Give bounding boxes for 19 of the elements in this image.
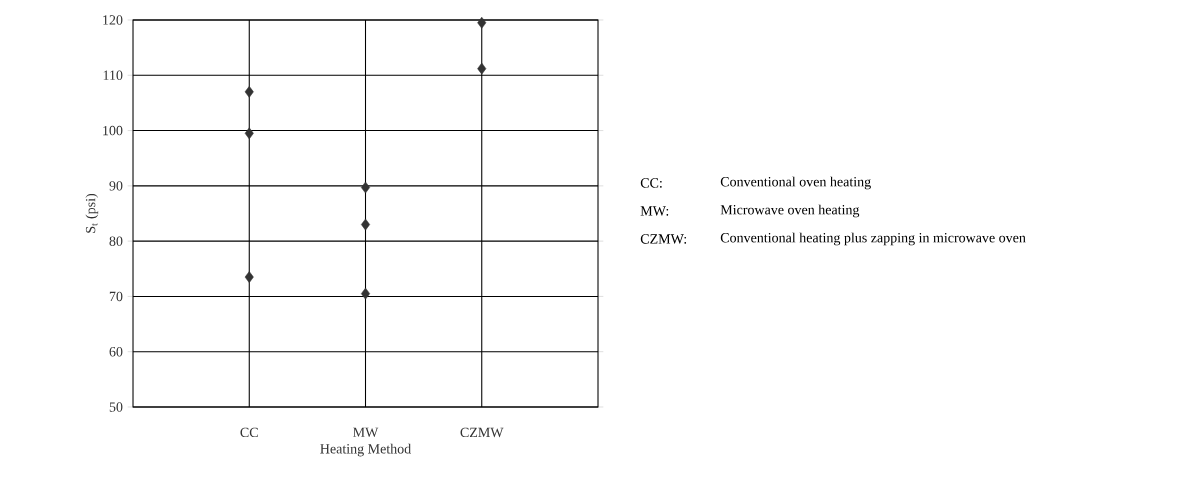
text: Conventional heating plus zapping in microwave oven: [720, 232, 1026, 246]
y-tick-label: 50: [109, 402, 123, 412]
y-tick-label: 60: [109, 346, 123, 357]
x-axis-title: Heating Method: [320, 443, 411, 457]
x-tick-label: MW: [353, 427, 379, 438]
text: CZMW:: [640, 234, 687, 244]
y-tick-label: 80: [109, 236, 123, 246]
y-tick-label: 100: [103, 125, 123, 136]
y-axis-title: S$_{t}$ (psi): [85, 193, 99, 233]
y-tick-label: 90: [109, 181, 123, 191]
y-tick-label: 120: [103, 15, 123, 25]
text: CC:: [640, 178, 662, 188]
x-tick-label: CC: [240, 427, 258, 438]
text: Conventional oven heating: [720, 176, 871, 190]
text: MW:: [640, 206, 669, 216]
text: Microwave oven heating: [720, 204, 860, 218]
x-tick-label: CZMW: [460, 427, 504, 438]
y-tick-label: 110: [103, 70, 123, 81]
y-tick-label: 70: [109, 291, 123, 302]
